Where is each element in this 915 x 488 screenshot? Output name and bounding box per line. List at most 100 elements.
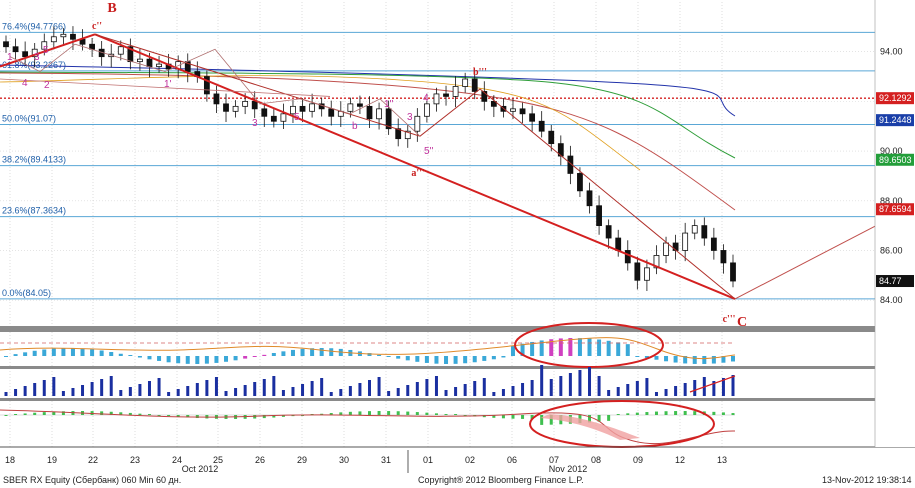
x-tick-label: 02 [465,455,475,465]
candle-body [471,78,478,92]
indicator-bar [501,356,506,358]
indicator-bar [606,340,611,356]
axis-background [875,0,915,447]
x-tick-label: 25 [213,455,223,465]
indicator-bar [549,339,554,356]
x-tick-label: 23 [130,455,140,465]
indicator-bar [644,356,649,358]
wave-label: 2 [44,80,50,91]
candle-body [127,46,134,63]
oscillator-area [540,414,640,440]
volume-bar [406,385,410,396]
volume-bar [138,384,142,396]
indicator-bar [587,338,592,356]
volume-bar [415,382,419,396]
price-tag-label: 87.6594 [879,204,912,214]
price-tick-label: 90.00 [880,146,903,156]
indicator-bar [530,341,535,356]
indicator-bar [463,356,468,364]
candle-body [3,41,9,48]
candle-body [328,108,335,117]
oscillator-bar [674,411,678,415]
candle-body [730,262,736,282]
volume-bar [635,381,639,396]
indicator-bar [434,356,439,364]
footer-timestamp: 13-Nov-2012 19:38:14 [822,475,912,485]
fib-level-label: 0.0%(84.05) [2,288,51,298]
indicator-bar [99,350,104,356]
oscillator-bar [501,415,505,419]
candle-body [309,103,316,112]
wave-projection-line [734,212,901,300]
price-tick-label: 94.00 [880,47,903,57]
volume-bar [4,392,8,396]
panel-separator [0,366,915,369]
volume-bar [463,384,467,396]
moving-average-line [0,71,736,159]
volume-bar [549,379,553,396]
oscillator-bar [712,411,716,415]
candle-body [634,262,641,281]
oscillator-bar [157,415,161,416]
indicator-bar [290,349,295,356]
oscillator-bar [521,415,525,419]
candle-body [672,242,679,251]
candle-body [50,36,57,43]
volume-bar [52,377,56,396]
volume-bar [243,385,247,396]
wave-label: 5'' [424,146,433,157]
indicator-bar [90,349,95,356]
volume-bar [186,386,190,396]
volume-bar [195,383,199,396]
candle-body [701,225,708,239]
price-tag [876,114,914,127]
candle-body [395,128,402,140]
indicator-bar [300,348,305,356]
oscillator-bar [683,411,687,415]
oscillator-bar [693,411,697,415]
candle-body [443,93,449,97]
volume-bar [693,380,697,396]
indicator-bar [683,356,688,364]
candle-body [663,242,669,256]
fib-level-label: 23.6%(87.3634) [2,206,66,216]
candle-body [12,46,19,53]
wave-label: 1' [164,79,172,90]
volume-bar [616,387,620,396]
elliott-label: C [737,315,747,330]
indicator-bar [510,345,515,356]
candle-body [567,155,574,174]
volume-bar [578,370,582,396]
oscillator-bar [195,415,199,419]
x-tick-label: 30 [339,455,349,465]
wave-label: 1 [7,52,13,63]
oscillator-bar [434,413,438,415]
oscillator-bar [664,411,668,415]
indicator-signal-line [0,337,736,360]
candle-body [376,108,382,120]
oscillator-bar [128,412,132,415]
indicator-bar [415,356,420,362]
volume-bar [501,389,505,396]
volume-bar [473,381,477,396]
volume-bar [511,386,515,396]
oscillator-bar [52,411,56,415]
candle-body [519,108,526,115]
oscillator-bar [147,414,151,415]
oscillator-bar [597,415,601,422]
oscillator-bar [358,411,362,415]
wave-label: b [352,121,358,132]
indicator-bar [128,355,133,356]
candle-body [347,103,354,112]
candle-body [156,63,162,68]
indicator-bar [137,356,142,358]
indicator-bar [520,343,525,356]
price-tag-label: 89.6503 [879,155,912,165]
oscillator-bar [320,413,324,415]
wave-label: 3 [34,52,40,63]
moving-average-line [0,64,736,117]
oscillator-bar [444,414,448,415]
oscillator-bar [272,415,276,418]
volume-bar [329,392,333,396]
